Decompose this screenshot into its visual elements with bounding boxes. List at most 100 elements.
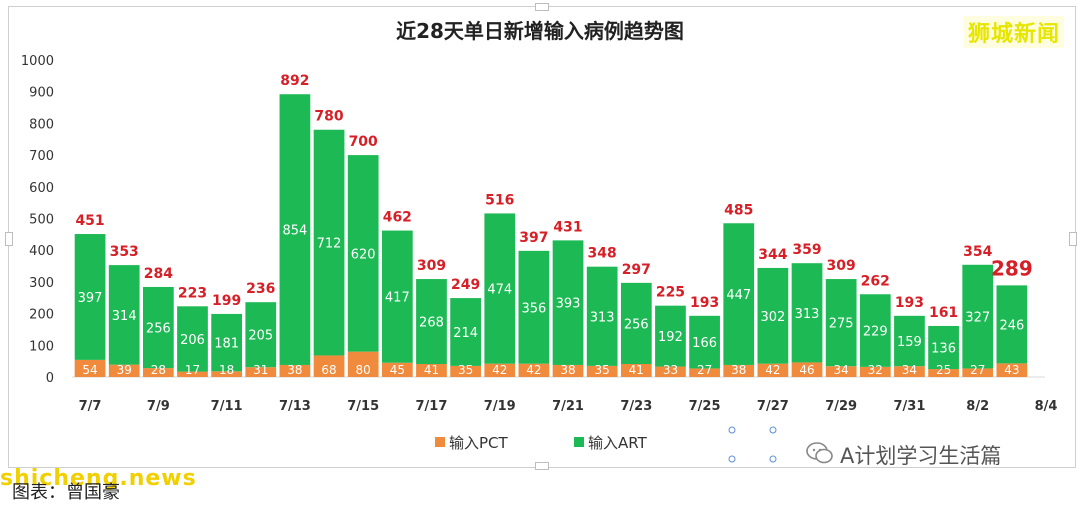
bar-pct xyxy=(74,359,106,377)
art-value-label: 447 xyxy=(726,288,751,303)
bar-art xyxy=(279,94,311,365)
total-value-label: 344 xyxy=(758,247,787,263)
art-value-label: 417 xyxy=(385,291,410,306)
pct-value-label: 41 xyxy=(629,363,644,377)
x-tick-label: 7/27 xyxy=(757,399,789,414)
bar-pct xyxy=(450,365,481,377)
bar-art xyxy=(757,267,789,364)
bar-pct xyxy=(552,364,584,377)
bar-art xyxy=(996,285,1028,364)
total-value-label: 892 xyxy=(280,73,309,89)
chart-frame xyxy=(5,3,1077,470)
bar-pct xyxy=(894,366,925,377)
bar-art xyxy=(484,213,516,364)
bar-pct xyxy=(757,363,789,377)
x-tick-label: 7/7 xyxy=(79,399,102,414)
bar-art xyxy=(791,263,823,363)
pct-value-label: 38 xyxy=(560,363,575,377)
bar-pct xyxy=(586,365,618,377)
total-value-label: 161 xyxy=(929,305,958,321)
resize-handle-bottom[interactable] xyxy=(535,462,549,470)
y-tick-label: 400 xyxy=(29,244,54,259)
bar-art xyxy=(586,266,618,366)
bar-art xyxy=(825,279,857,367)
y-tick-label: 200 xyxy=(29,308,54,323)
resize-handle-left[interactable] xyxy=(5,232,13,246)
art-value-label: 256 xyxy=(146,322,171,337)
total-value-label: 431 xyxy=(553,219,582,235)
art-value-label: 159 xyxy=(897,335,922,350)
pct-value-label: 33 xyxy=(663,363,678,377)
bar-pct xyxy=(211,371,242,377)
y-tick-label: 500 xyxy=(29,213,54,228)
art-value-label: 313 xyxy=(590,310,615,325)
bar-art xyxy=(245,302,277,368)
legend-swatch xyxy=(574,437,584,447)
art-value-label: 712 xyxy=(317,237,342,252)
y-tick-label: 700 xyxy=(29,149,54,164)
pct-value-label: 17 xyxy=(185,363,200,377)
bar-art xyxy=(313,129,345,356)
x-tick-label: 7/31 xyxy=(893,399,925,414)
art-value-label: 181 xyxy=(214,337,239,352)
total-value-label: 348 xyxy=(588,246,617,262)
art-value-label: 229 xyxy=(863,325,888,340)
selection-handle xyxy=(769,455,777,463)
art-value-label: 136 xyxy=(931,342,956,357)
y-tick-label: 600 xyxy=(29,181,54,196)
total-value-label: 516 xyxy=(485,192,514,208)
total-value-label: 700 xyxy=(349,134,378,150)
bar-pct xyxy=(962,368,994,377)
x-tick-label: 7/21 xyxy=(552,399,584,414)
art-value-label: 356 xyxy=(521,301,546,316)
resize-handle-top[interactable] xyxy=(535,3,549,11)
art-value-label: 268 xyxy=(419,316,444,331)
art-value-label: 474 xyxy=(487,283,512,298)
pct-value-label: 25 xyxy=(936,363,951,377)
y-tick-label: 100 xyxy=(29,339,54,354)
total-value-label: 780 xyxy=(314,109,343,125)
bar-art xyxy=(74,234,106,360)
bar-pct xyxy=(620,364,652,377)
total-value-label: 297 xyxy=(622,262,651,278)
y-tick-label: 900 xyxy=(29,86,54,101)
total-value-label: 289 xyxy=(991,256,1033,280)
legend-label: 输入PCT xyxy=(449,434,509,452)
art-value-label: 854 xyxy=(282,224,307,239)
x-tick-label: 7/25 xyxy=(689,399,721,414)
bar-pct xyxy=(518,363,550,377)
art-value-label: 166 xyxy=(692,336,717,351)
art-value-label: 313 xyxy=(795,307,820,322)
bar-pct xyxy=(142,368,174,377)
pct-value-label: 35 xyxy=(595,363,610,377)
bar-pct xyxy=(689,368,720,377)
bar-art xyxy=(518,250,550,364)
bar-pct xyxy=(177,371,208,377)
pct-value-label: 42 xyxy=(492,363,507,377)
bar-art xyxy=(552,240,584,365)
art-value-label: 206 xyxy=(180,333,205,348)
bar-art xyxy=(450,298,481,366)
art-value-label: 302 xyxy=(760,310,785,325)
pct-value-label: 68 xyxy=(321,363,336,377)
pct-value-label: 39 xyxy=(117,363,132,377)
bar-pct xyxy=(928,369,959,377)
bar-pct xyxy=(313,355,345,377)
bar-pct xyxy=(108,364,140,377)
resize-handle-right[interactable] xyxy=(1069,232,1077,246)
total-value-label: 309 xyxy=(827,258,856,274)
art-value-label: 620 xyxy=(351,247,376,262)
chart-title: 近28天单日新增输入病例趋势图 xyxy=(396,19,684,43)
wechat-account-name: A计划学习生活篇 xyxy=(840,444,1002,468)
total-value-label: 485 xyxy=(724,202,753,218)
bar-art xyxy=(962,264,994,369)
bar-pct xyxy=(484,363,516,377)
pct-value-label: 27 xyxy=(970,363,985,377)
art-value-label: 246 xyxy=(999,318,1024,333)
bar-pct xyxy=(347,351,379,377)
bar-art xyxy=(347,155,379,352)
bar-pct xyxy=(825,366,857,377)
total-value-label: 462 xyxy=(383,210,412,226)
bar-art xyxy=(620,282,652,365)
x-tick-label: 8/4 xyxy=(1035,399,1058,414)
